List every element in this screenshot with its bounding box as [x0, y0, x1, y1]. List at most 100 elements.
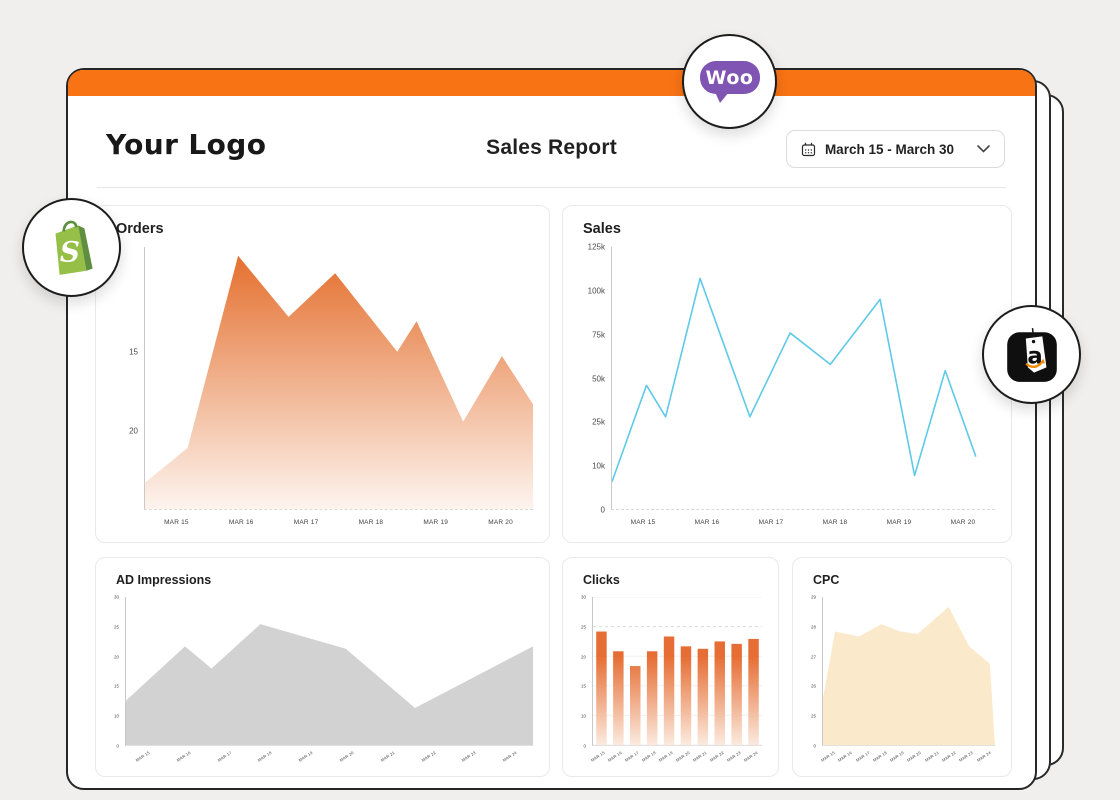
orders-chart-title: Orders	[116, 221, 164, 237]
cpc-chart-panel: CPC 29 28 27 26 25 0 MAR 15 MAR 16 MAR 17 MAR 18…	[792, 557, 1012, 777]
x-tick-label: MAR 18	[257, 749, 273, 763]
shopify-logo-icon: S	[55, 220, 93, 275]
x-tick-label: MAR 24	[975, 749, 992, 763]
orders-y-axis: 15 20	[110, 247, 144, 510]
x-tick-label: MAR 19	[297, 749, 314, 763]
header-divider	[97, 187, 1006, 188]
y-tick-label: 0	[600, 505, 605, 515]
cpc-chart-graphic	[823, 606, 995, 745]
orders-plot	[144, 247, 533, 510]
x-tick-label: MAR 20	[950, 519, 976, 526]
x-tick-label: MAR 23	[461, 749, 477, 763]
cpc-chart-title: CPC	[813, 573, 840, 587]
x-tick-label: MAR 15	[134, 749, 151, 763]
x-tick-label: MAR 15	[630, 519, 656, 526]
sales-x-axis: MAR 15 MAR 16 MAR 17 MAR 18 MAR 19 MAR 20	[611, 510, 995, 534]
date-range-label: March 15 - March 30	[824, 141, 954, 157]
woocommerce-badge: Woo	[682, 34, 777, 129]
page-title: Sales Report	[486, 136, 617, 159]
y-tick-label: 25	[810, 713, 816, 719]
x-tick-label: MAR 15	[164, 519, 189, 526]
clicks-chart-panel: Clicks 30 25 20 15 10 0 MAR 15 MAR 16 MAR 17 MAR…	[562, 557, 779, 777]
x-tick-label: MAR 18	[358, 519, 384, 526]
woocommerce-logo-text: Woo	[705, 66, 754, 89]
woocommerce-logo-icon: Woo	[699, 61, 760, 103]
svg-text:a: a	[1027, 343, 1042, 369]
chart-area	[145, 255, 533, 509]
y-tick-label: 26	[810, 683, 816, 689]
y-tick-label: 20	[580, 654, 586, 660]
sales-plot	[611, 247, 995, 510]
sales-chart-title: Sales	[583, 221, 621, 237]
y-tick-label: 15	[113, 683, 119, 689]
y-tick-label: 27	[810, 654, 816, 660]
y-tick-label: 28	[810, 624, 816, 630]
accent-top-bar	[68, 70, 1035, 96]
date-range-picker[interactable]: March 15 - March 30	[785, 130, 1005, 168]
y-tick-label: 25	[113, 624, 119, 630]
x-tick-label: MAR 19	[423, 519, 449, 526]
y-tick-label: 15	[129, 347, 138, 357]
sales-chart-graphic	[612, 247, 995, 509]
orders-chart-panel: Orders 15 20 MAR 15 MAR 16 MAR 17 MAR 18 MAR …	[95, 205, 550, 543]
sales-y-axis: 125k 100k 75k 50k 25k 10k 0	[577, 243, 611, 515]
report-card: Your Logo Sales Report March 15 - March …	[66, 68, 1037, 790]
chart-bar	[697, 648, 709, 745]
clicks-y-axis: 30 25 20 15 10 0	[577, 594, 592, 749]
x-tick-label: MAR 24	[501, 749, 518, 763]
x-tick-label: MAR 20	[338, 749, 355, 763]
cpc-y-axis: 29 28 27 26 25 0	[807, 594, 822, 749]
x-tick-label: MAR 18	[822, 519, 848, 526]
y-tick-label: 0	[116, 743, 119, 749]
y-tick-label: 10	[580, 713, 586, 719]
cpc-x-axis: MAR 15 MAR 16 MAR 17 MAR 18 MAR 19 MAR 20 MAR …	[820, 746, 995, 768]
y-tick-label: 29	[810, 594, 816, 600]
y-tick-label: 100k	[587, 286, 605, 296]
clicks-chart-graphic	[593, 597, 762, 745]
x-tick-label: MAR 17	[293, 519, 319, 526]
x-tick-label: MAR 16	[694, 519, 720, 526]
impressions-chart-graphic	[126, 624, 533, 745]
y-tick-label: 75k	[592, 330, 605, 340]
x-tick-label: MAR 20	[488, 519, 513, 526]
ad-impressions-chart-panel: AD Impressions 30 25 20 15 10 0 MAR 15 MAR 16 M…	[95, 557, 550, 777]
impressions-plot	[125, 597, 533, 746]
x-tick-label: MAR 17	[216, 749, 233, 763]
y-tick-label: 10k	[592, 461, 605, 471]
x-tick-label: MAR 19	[886, 519, 912, 526]
amazon-logo-icon: a	[1006, 327, 1057, 382]
impressions-x-axis: MAR 15 MAR 16 MAR 17 MAR 18 MAR 19 MAR 20 MAR …	[125, 746, 533, 768]
chart-line	[612, 278, 976, 481]
x-tick-label: MAR 16	[228, 519, 254, 526]
y-tick-label: 30	[580, 594, 586, 600]
calendar-icon	[801, 142, 816, 157]
clicks-x-axis: MAR 15 MAR 16 MAR 17 MAR 18 MAR 19 MAR 20 MAR …	[590, 746, 762, 768]
y-tick-label: 10	[113, 713, 119, 719]
company-logo: Your Logo	[106, 128, 267, 161]
x-tick-label: MAR 17	[758, 519, 784, 526]
chart-area	[823, 606, 995, 745]
chevron-down-icon	[977, 145, 990, 153]
y-tick-label: 20	[113, 654, 119, 660]
chart-bar	[748, 638, 759, 745]
y-tick-label: 20	[129, 426, 138, 436]
chart-bar	[714, 641, 725, 745]
x-tick-label: MAR 22	[420, 749, 437, 763]
x-tick-label: MAR 24	[742, 749, 759, 763]
clicks-plot	[592, 597, 762, 746]
chart-bar	[680, 646, 692, 745]
chart-area	[126, 624, 533, 745]
ad-impressions-chart-title: AD Impressions	[116, 573, 212, 587]
y-tick-label: 50k	[592, 374, 605, 383]
chart-bar	[731, 643, 742, 745]
y-tick-label: 25	[580, 624, 586, 630]
orders-chart-graphic	[145, 255, 533, 509]
amazon-badge: a	[982, 305, 1081, 404]
y-tick-label: 15	[580, 683, 586, 689]
svg-text:S: S	[59, 235, 79, 268]
impressions-y-axis: 30 25 20 15 10 0	[110, 594, 125, 749]
y-tick-label: 0	[813, 743, 816, 749]
chart-bar	[613, 651, 624, 745]
y-tick-label: 30	[113, 594, 119, 600]
